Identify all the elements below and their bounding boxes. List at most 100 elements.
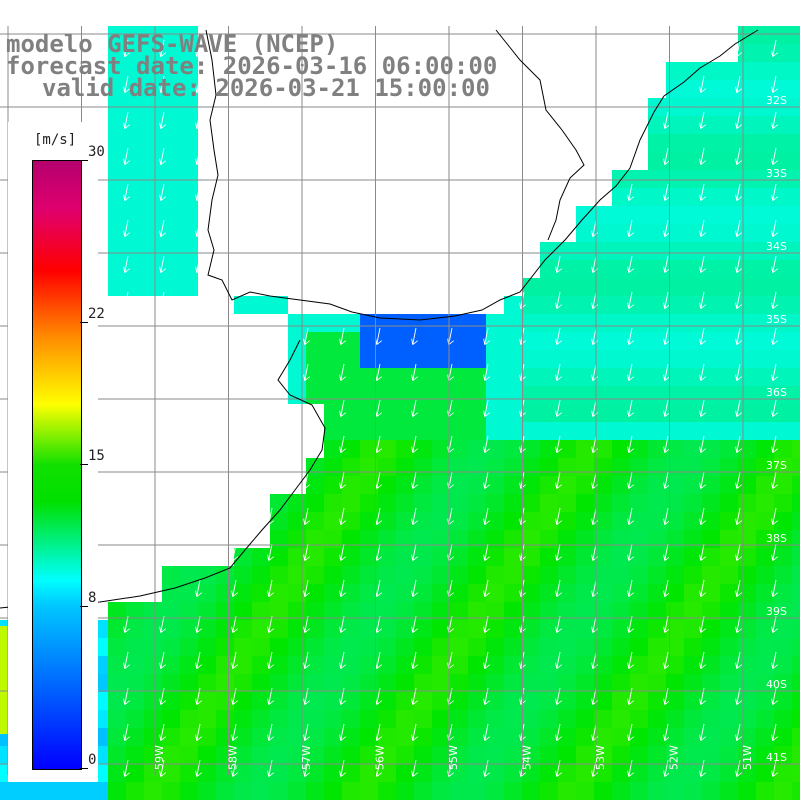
wind-speed-cell bbox=[234, 602, 252, 620]
colorbar-tick-label: 22 bbox=[88, 306, 105, 323]
wind-speed-cell bbox=[324, 674, 342, 692]
wind-speed-cell bbox=[558, 260, 576, 278]
wind-speed-cell bbox=[594, 566, 612, 584]
wind-speed-cell bbox=[288, 620, 306, 638]
wind-speed-cell bbox=[126, 656, 144, 674]
valid-date: valid date: 2026-03-21 15:00:00 bbox=[42, 74, 490, 102]
wind-speed-cell bbox=[504, 782, 522, 800]
wind-speed-cell bbox=[252, 620, 270, 638]
wind-speed-cell bbox=[540, 314, 558, 332]
wind-speed-cell bbox=[108, 620, 126, 638]
wind-speed-cell bbox=[342, 530, 360, 548]
wind-speed-cell bbox=[180, 206, 198, 224]
wind-speed-cell bbox=[738, 458, 756, 476]
wind-speed-cell bbox=[648, 404, 666, 422]
wind-speed-cell bbox=[198, 764, 216, 782]
wind-arrow bbox=[195, 723, 202, 742]
wind-arrow bbox=[735, 183, 742, 202]
wind-speed-cell bbox=[774, 674, 792, 692]
wind-arrow bbox=[627, 615, 634, 634]
wind-speed-cell bbox=[702, 170, 720, 188]
wind-speed-cell bbox=[630, 332, 648, 350]
wind-speed-cell bbox=[774, 530, 792, 548]
wind-arrow bbox=[663, 363, 670, 382]
wind-speed-cell bbox=[450, 512, 468, 530]
wind-arrow bbox=[591, 471, 598, 490]
wind-speed-cell bbox=[162, 584, 180, 602]
wind-speed-cell bbox=[684, 404, 702, 422]
wind-speed-cell bbox=[378, 602, 396, 620]
wind-speed-cell bbox=[450, 530, 468, 548]
wind-arrow bbox=[699, 579, 706, 598]
wind-speed-cell bbox=[684, 764, 702, 782]
wind-arrow bbox=[195, 111, 202, 130]
wind-speed-cell bbox=[684, 386, 702, 404]
wind-arrow bbox=[663, 111, 670, 130]
wind-speed-cell bbox=[666, 332, 684, 350]
wind-speed-cell bbox=[432, 746, 450, 764]
wind-speed-cell bbox=[630, 620, 648, 638]
wind-speed-cell bbox=[180, 638, 198, 656]
wind-speed-cell bbox=[774, 584, 792, 602]
wind-speed-cell bbox=[648, 350, 666, 368]
wind-speed-cell bbox=[738, 638, 756, 656]
wind-speed-cell bbox=[108, 278, 126, 296]
wind-speed-cell bbox=[342, 548, 360, 566]
wind-speed-cell bbox=[342, 350, 360, 368]
wind-speed-cell bbox=[252, 782, 270, 800]
wind-speed-cell bbox=[378, 332, 396, 350]
wind-speed-cell bbox=[738, 314, 756, 332]
wind-speed-cell bbox=[702, 530, 720, 548]
wind-speed-cell bbox=[198, 638, 216, 656]
wind-speed-cell bbox=[288, 728, 306, 746]
wind-speed-cell bbox=[630, 476, 648, 494]
wind-arrow bbox=[123, 759, 130, 778]
wind-speed-cell bbox=[360, 548, 378, 566]
wind-speed-cell bbox=[666, 242, 684, 260]
wind-arrow bbox=[555, 759, 562, 778]
wind-speed-cell bbox=[720, 368, 738, 386]
wind-speed-cell bbox=[648, 782, 666, 800]
wind-speed-cell bbox=[144, 188, 162, 206]
wind-speed-cell bbox=[630, 548, 648, 566]
wind-arrow bbox=[411, 399, 418, 418]
wind-speed-cell bbox=[720, 512, 738, 530]
wind-arrow bbox=[303, 579, 310, 598]
wind-arrow bbox=[159, 723, 166, 742]
wind-speed-cell bbox=[414, 746, 432, 764]
wind-speed-cell bbox=[504, 674, 522, 692]
wind-speed-cell bbox=[612, 188, 630, 206]
wind-speed-cell bbox=[162, 278, 180, 296]
wind-speed-cell bbox=[144, 116, 162, 134]
wind-speed-cell bbox=[648, 386, 666, 404]
wind-speed-cell bbox=[126, 278, 144, 296]
wind-speed-cell bbox=[594, 458, 612, 476]
wind-speed-cell bbox=[216, 710, 234, 728]
wind-speed-cell bbox=[180, 602, 198, 620]
wind-speed-cell bbox=[468, 602, 486, 620]
wind-arrow bbox=[411, 363, 418, 382]
wind-speed-cell bbox=[486, 584, 504, 602]
wind-arrow bbox=[303, 363, 310, 382]
wind-arrow bbox=[735, 759, 742, 778]
wind-speed-cell bbox=[648, 512, 666, 530]
wind-speed-cell bbox=[486, 512, 504, 530]
wind-speed-cell bbox=[252, 548, 270, 566]
latitude-labels: 32S 33S 34S 35S 36S 37S 38S 39S 40S 41S bbox=[766, 94, 787, 764]
wind-speed-cell bbox=[594, 584, 612, 602]
wind-speed-cell bbox=[180, 692, 198, 710]
wind-speed-cell bbox=[612, 278, 630, 296]
wind-speed-cell bbox=[108, 26, 126, 44]
wind-speed-cell bbox=[504, 314, 522, 332]
wind-speed-cell bbox=[468, 656, 486, 674]
wind-arrow bbox=[195, 651, 202, 670]
wind-speed-cell bbox=[630, 692, 648, 710]
wind-speed-cell bbox=[522, 386, 540, 404]
wind-speed-cell bbox=[270, 296, 288, 314]
wind-speed-cell bbox=[270, 782, 288, 800]
wind-arrow bbox=[627, 435, 634, 454]
wind-speed-cell bbox=[576, 206, 594, 224]
wind-arrow bbox=[339, 435, 346, 454]
wind-speed-cell bbox=[108, 710, 126, 728]
wind-arrow bbox=[699, 759, 706, 778]
